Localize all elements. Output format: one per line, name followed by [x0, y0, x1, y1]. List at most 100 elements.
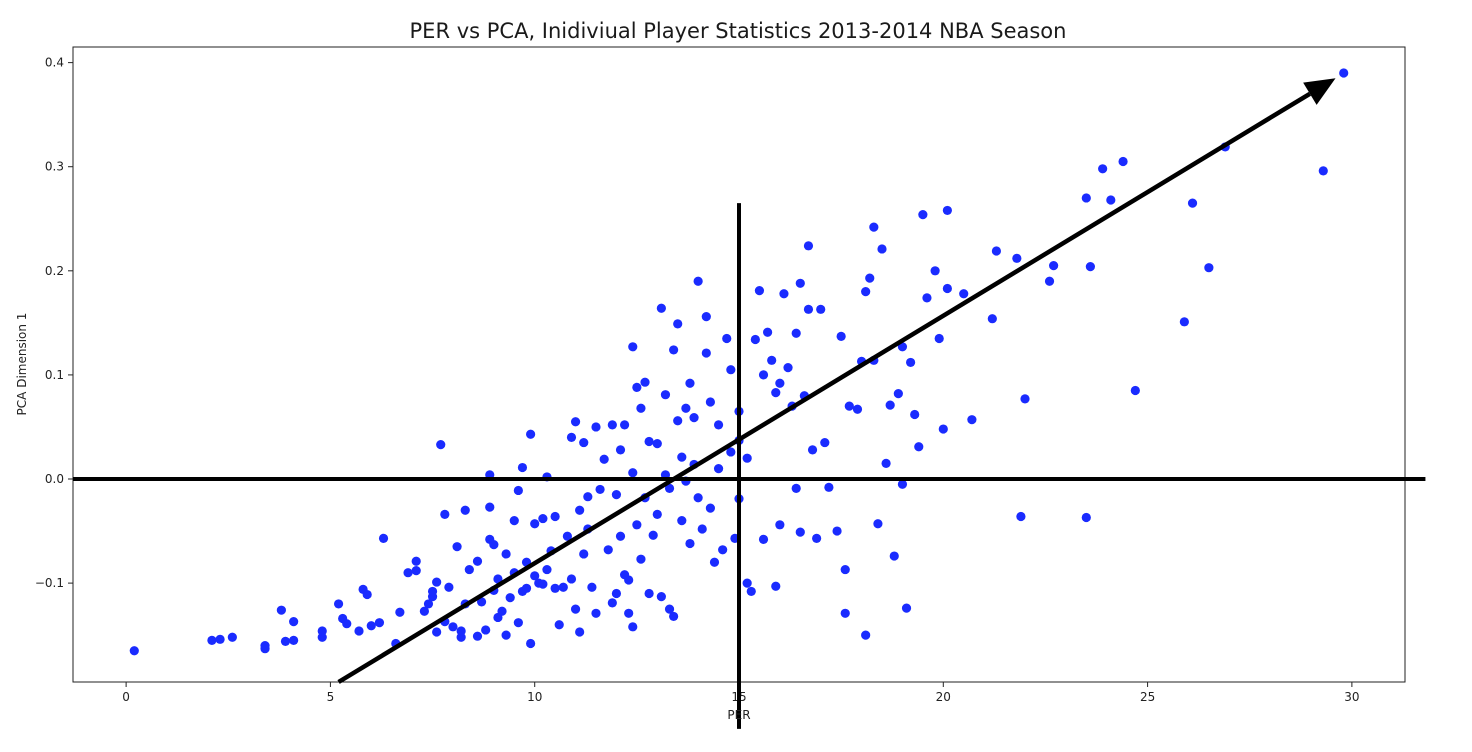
data-point	[1204, 263, 1214, 273]
data-point	[464, 564, 474, 575]
data-point	[366, 621, 376, 631]
data-point	[697, 524, 707, 534]
data-point	[472, 556, 483, 566]
data-point	[497, 606, 507, 616]
data-point	[795, 527, 805, 537]
data-point	[763, 327, 773, 337]
data-point	[456, 626, 466, 636]
data-point	[289, 635, 299, 645]
data-point	[910, 409, 920, 420]
data-point	[648, 530, 658, 540]
data-point	[374, 618, 385, 628]
data-point	[861, 630, 871, 640]
data-point	[566, 574, 577, 584]
data-point	[771, 581, 781, 591]
data-point	[636, 403, 646, 413]
data-point	[901, 603, 912, 613]
trend-arrow-shaft	[337, 91, 1312, 684]
data-point	[636, 554, 646, 564]
data-point	[607, 420, 617, 430]
data-point	[403, 568, 413, 578]
data-point	[423, 599, 434, 609]
data-point	[840, 564, 850, 575]
data-point	[260, 640, 270, 651]
data-point	[570, 417, 581, 427]
data-point	[865, 273, 875, 283]
data-point	[803, 241, 814, 251]
data-point	[1130, 385, 1140, 396]
data-point	[669, 611, 679, 622]
data-point	[333, 599, 344, 609]
data-point	[485, 502, 495, 512]
data-point	[411, 566, 421, 576]
data-point	[713, 463, 724, 474]
data-point	[1081, 193, 1091, 203]
data-point	[440, 509, 450, 520]
data-point	[587, 582, 597, 592]
data-point	[938, 424, 948, 434]
data-point	[1118, 156, 1128, 167]
data-point	[566, 432, 577, 442]
data-point	[342, 619, 352, 629]
data-point	[861, 287, 871, 297]
y-tick-label: 0.0	[45, 472, 64, 486]
y-axis: −0.1 0.0 0.1 0.2 0.3 0.4	[35, 56, 73, 590]
y-tick-label: 0.2	[45, 264, 64, 278]
data-point	[513, 618, 523, 628]
data-point	[591, 422, 601, 432]
y-tick-label: 0.4	[45, 56, 64, 70]
data-point	[881, 458, 891, 468]
data-point	[693, 493, 703, 503]
data-point	[779, 289, 789, 299]
data-point	[611, 490, 622, 500]
data-point	[526, 429, 536, 439]
data-point	[758, 534, 769, 544]
data-point	[493, 574, 503, 584]
data-point	[775, 378, 785, 388]
data-point	[836, 331, 846, 341]
data-point	[726, 365, 736, 375]
data-point	[816, 304, 826, 314]
data-point	[746, 586, 756, 597]
trend-arrow-head	[1303, 78, 1336, 105]
data-point	[550, 511, 560, 522]
data-point	[1081, 512, 1091, 523]
data-point	[1339, 68, 1349, 78]
data-point	[669, 345, 679, 355]
data-point	[718, 545, 728, 555]
data-point	[930, 266, 940, 276]
data-point	[758, 370, 769, 380]
data-point	[652, 439, 662, 449]
data-point	[526, 638, 536, 649]
data-point	[1012, 253, 1022, 263]
data-point	[615, 445, 626, 455]
data-point	[444, 582, 454, 592]
data-point	[640, 377, 650, 387]
data-point	[624, 608, 634, 618]
data-point	[562, 531, 572, 541]
data-point	[591, 608, 601, 618]
data-point	[677, 516, 687, 526]
data-point	[644, 588, 654, 599]
data-point	[489, 539, 499, 550]
data-point	[354, 626, 364, 636]
data-point	[942, 205, 952, 216]
data-point	[452, 542, 462, 552]
data-point	[607, 598, 617, 608]
data-point	[726, 447, 736, 457]
data-point	[832, 526, 842, 536]
data-point	[1085, 262, 1095, 272]
data-point	[476, 597, 487, 607]
data-point	[673, 319, 683, 329]
data-point	[1106, 195, 1116, 205]
data-point	[530, 571, 540, 581]
data-point	[215, 634, 225, 644]
data-point	[575, 627, 585, 637]
data-point	[693, 276, 703, 286]
data-point	[628, 622, 638, 632]
data-point	[812, 533, 822, 543]
data-point	[509, 516, 519, 526]
data-point	[427, 586, 438, 597]
x-tick-label: 30	[1344, 690, 1359, 704]
